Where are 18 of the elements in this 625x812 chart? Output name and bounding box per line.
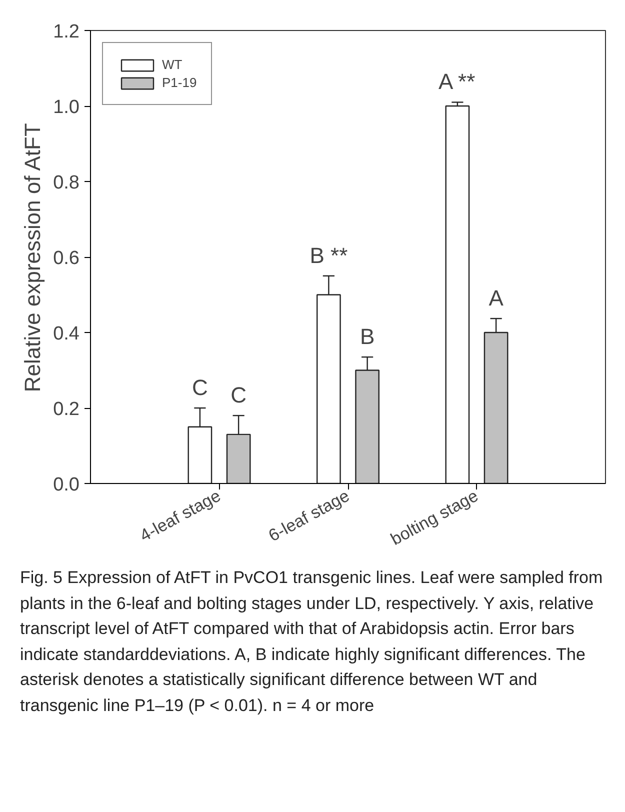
y-tick-label: 1.2: [53, 22, 80, 42]
bar: [445, 105, 470, 484]
data-label: B: [360, 324, 375, 350]
y-tick-label: 0.8: [53, 172, 80, 194]
y-tick-label: 0.6: [53, 248, 80, 269]
data-label: C: [192, 375, 208, 400]
y-tick-label: 1.0: [53, 97, 80, 118]
y-tick-label: 0.4: [53, 324, 80, 344]
legend-label: P1-19: [162, 75, 197, 90]
caption: Fig. 5 Expression of AtFT in PvCO1 transgenic lines. Leaf were sampled from plants in the 6-leaf and bolting stages under LD, respectively. Y axis, relative transcript level of AtFT compared with that of Arabidopsis actin. Error bars indicate standarddeviations. A, B indicate highly significant differences. The asterisk denotes a statistically significant difference between WT and transgenic line P1–19 (P < 0.01). n = 4 or more: [20, 567, 604, 716]
data-label: B **: [310, 242, 348, 268]
legend-label: WT: [162, 57, 182, 72]
y-axis-title: Relative expression of AtFT: [20, 123, 46, 392]
data-label: A **: [438, 69, 476, 94]
y-tick-label: 0.2: [53, 399, 80, 420]
data-label: C: [230, 382, 247, 408]
data-label: A: [488, 286, 504, 311]
y-tick-label: 0.0: [53, 474, 80, 496]
